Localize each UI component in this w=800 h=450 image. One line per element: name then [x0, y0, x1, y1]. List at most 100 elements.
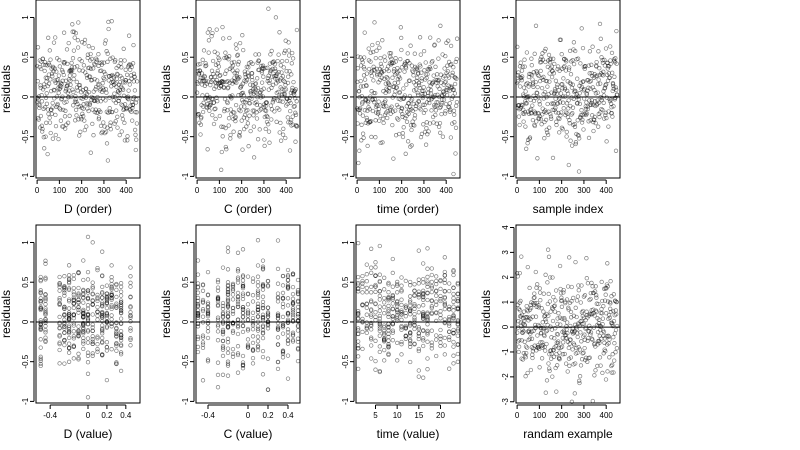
data-point: [408, 294, 413, 299]
data-point: [120, 87, 126, 92]
data-point: [552, 90, 557, 96]
data-point: [434, 302, 439, 307]
data-point: [285, 333, 291, 339]
data-point: [608, 44, 613, 49]
data-point: [403, 151, 408, 156]
x-tick-label: 400: [440, 186, 454, 195]
data-point: [255, 283, 261, 288]
data-point: [368, 50, 373, 55]
data-point: [95, 78, 100, 83]
data-point: [600, 298, 605, 304]
data-point: [573, 259, 578, 265]
y-tick-label: 1: [21, 240, 30, 245]
data-point: [69, 60, 74, 66]
data-point: [421, 338, 426, 343]
data-point: [68, 78, 73, 83]
data-point: [194, 90, 200, 95]
data-point: [290, 85, 295, 91]
data-point: [100, 313, 105, 318]
points-d-value: [38, 234, 133, 400]
data-point: [260, 299, 266, 305]
data-point: [109, 347, 114, 352]
data-point: [240, 291, 246, 296]
data-point: [284, 58, 290, 64]
data-point: [260, 258, 266, 263]
data-point: [377, 344, 382, 349]
data-point: [280, 348, 286, 353]
data-point: [423, 107, 428, 113]
data-point: [220, 134, 225, 139]
data-point: [260, 314, 266, 320]
data-point: [115, 125, 120, 130]
data-point: [290, 114, 295, 119]
data-point: [208, 101, 213, 106]
data-point: [549, 335, 554, 340]
data-point: [373, 260, 378, 265]
data-point: [100, 273, 105, 278]
data-point: [609, 105, 614, 110]
data-point: [43, 308, 48, 313]
data-point: [288, 108, 293, 114]
data-point: [83, 95, 89, 100]
data-point: [558, 37, 563, 42]
x-axis-label: sample index: [533, 202, 604, 216]
data-point: [245, 328, 251, 333]
data-point: [416, 304, 421, 309]
y-tick-label: 0: [501, 94, 510, 99]
data-point: [515, 79, 521, 84]
data-point: [235, 351, 241, 356]
data-point: [217, 57, 222, 62]
data-point: [280, 290, 286, 296]
data-point: [57, 326, 62, 331]
data-point: [565, 91, 571, 96]
data-point: [395, 116, 400, 121]
data-point: [90, 339, 95, 344]
data-point: [563, 300, 568, 306]
data-point: [295, 328, 301, 333]
data-point: [207, 27, 212, 32]
data-point: [57, 106, 62, 111]
data-point: [545, 328, 550, 333]
data-point: [429, 272, 434, 278]
x-axis-label: time (order): [377, 202, 439, 216]
data-point: [585, 338, 590, 343]
y-tick-label: 0: [341, 94, 350, 99]
data-point: [599, 279, 604, 285]
data-point: [373, 273, 378, 278]
data-point: [66, 279, 72, 284]
data-point: [235, 352, 241, 358]
data-point: [85, 316, 91, 321]
data-point: [38, 277, 43, 283]
data-point: [451, 304, 456, 309]
data-point: [56, 73, 62, 78]
data-point: [425, 274, 430, 280]
data-point: [90, 45, 95, 51]
data-point: [215, 324, 221, 329]
data-point: [382, 328, 387, 333]
data-point: [117, 90, 122, 96]
data-point: [587, 323, 592, 328]
data-point: [131, 42, 136, 48]
x-tick-label: 200: [235, 186, 249, 195]
data-point: [284, 69, 289, 74]
data-point: [570, 347, 575, 352]
data-point: [582, 345, 587, 351]
data-point: [373, 358, 378, 364]
data-point: [100, 291, 105, 296]
x-tick-label: 0: [35, 186, 40, 195]
data-point: [570, 105, 576, 110]
data-point: [201, 48, 207, 53]
data-point: [390, 301, 395, 306]
data-point: [589, 62, 594, 67]
data-point: [433, 108, 439, 113]
data-point: [134, 110, 139, 115]
data-point: [205, 357, 211, 362]
data-point: [601, 304, 606, 309]
data-point: [287, 148, 293, 153]
data-point: [253, 52, 258, 57]
data-point: [76, 355, 81, 361]
y-tick-label: 0.5: [501, 51, 510, 63]
data-point: [250, 310, 256, 315]
data-point: [545, 301, 550, 307]
